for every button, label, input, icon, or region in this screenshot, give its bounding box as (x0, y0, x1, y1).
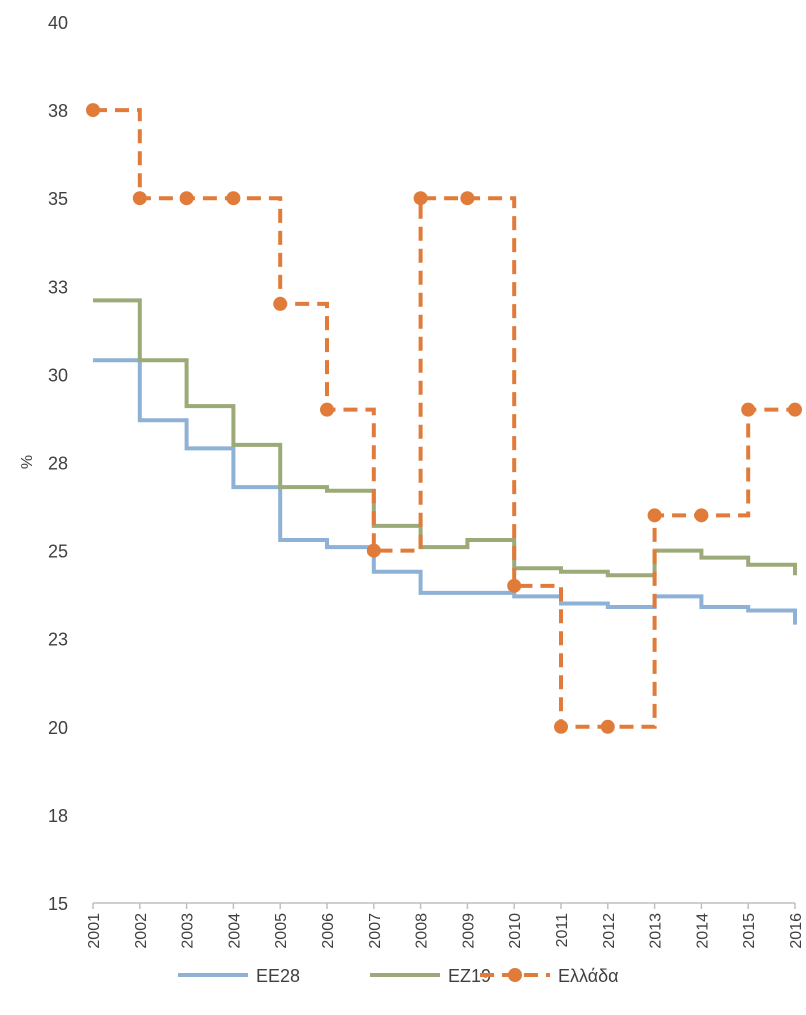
series-point (413, 191, 428, 206)
legend-label: ΕΖ19 (448, 966, 491, 986)
y-tick-label: 33 (48, 277, 68, 297)
y-tick-label: 30 (48, 365, 68, 385)
x-tick-label: 2009 (460, 913, 477, 949)
series-point (507, 578, 522, 593)
x-tick-label: 2004 (226, 913, 243, 949)
legend-marker (508, 968, 522, 982)
x-tick-label: 2012 (601, 913, 618, 949)
x-tick-label: 2011 (554, 913, 571, 948)
series-point (366, 543, 381, 558)
legend: ΕΕ28 ΕΖ19 Ελλάδα (178, 966, 619, 986)
series-line-2 (93, 108, 795, 729)
x-tick-label: 2001 (86, 913, 103, 949)
legend-label: Ελλάδα (558, 966, 619, 986)
series-point (226, 191, 241, 206)
x-tick-label: 2013 (648, 913, 665, 949)
x-axis-ticks: 2001 2002 2003 2004 2005 2006 2007 2008 2009 2010… (86, 903, 805, 949)
series-point (694, 508, 709, 523)
x-tick-label: 2003 (180, 913, 197, 949)
series-point (86, 103, 100, 118)
series-point (320, 402, 334, 417)
series-point (741, 402, 756, 417)
x-tick-label: 2015 (741, 913, 758, 949)
y-tick-label: 28 (48, 454, 68, 474)
y-tick-label: 40 (48, 13, 68, 33)
x-tick-label: 2006 (320, 913, 337, 949)
y-tick-label: 25 (48, 542, 68, 562)
x-tick-label: 2010 (507, 913, 524, 949)
series-point (647, 508, 662, 523)
x-tick-label: 2008 (414, 913, 431, 949)
series-point (460, 191, 475, 206)
y-tick-label: 23 (48, 630, 68, 650)
series-point (600, 719, 615, 734)
y-tick-label: 35 (48, 189, 68, 209)
x-tick-label: 2002 (133, 913, 150, 949)
series-layer (86, 103, 802, 734)
series-point (788, 402, 802, 417)
series-point (179, 191, 194, 206)
x-tick-label: 2014 (694, 913, 711, 949)
y-tick-label: 18 (48, 806, 68, 826)
y-axis-label: % (19, 455, 36, 469)
y-tick-label: 15 (48, 894, 68, 914)
x-tick-label: 2005 (273, 913, 290, 949)
x-tick-label: 2016 (788, 913, 805, 949)
series-point (273, 296, 288, 311)
series-line-0 (93, 358, 797, 625)
y-tick-label: 20 (48, 718, 68, 738)
series-point (132, 191, 147, 206)
y-axis-ticks: 15 18 20 23 25 28 30 33 35 38 40 (48, 13, 68, 914)
y-tick-label: 38 (48, 101, 68, 121)
series-point (554, 719, 568, 734)
legend-label: ΕΕ28 (256, 966, 300, 986)
series-line-1 (93, 298, 797, 578)
x-tick-label: 2007 (367, 913, 384, 949)
